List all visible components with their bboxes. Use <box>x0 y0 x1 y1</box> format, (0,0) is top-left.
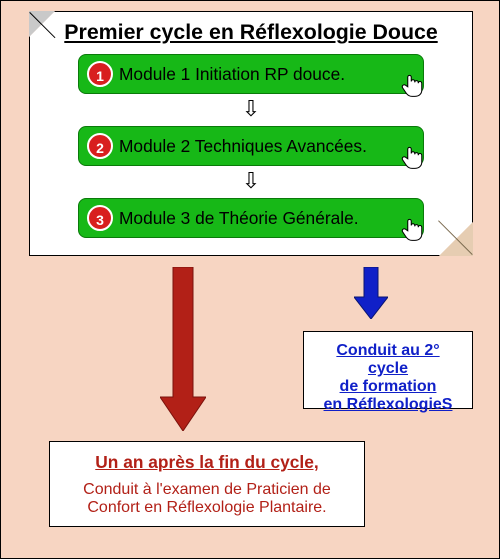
exam-box: Un an après la fin du cycle, Conduit à l… <box>49 441 365 527</box>
module-1-button[interactable]: 1 Module 1 Initiation RP douce. <box>78 54 424 94</box>
module-2-badge: 2 <box>87 133 113 159</box>
second-cycle-line2: de formation <box>316 378 460 396</box>
hand-cursor-icon <box>399 71 427 99</box>
page-note: Premier cycle en Réflexologie Douce 1 Mo… <box>29 11 473 256</box>
connector-arrow-icon: ⇩ <box>240 98 262 120</box>
connector-arrow-icon: ⇩ <box>240 170 262 192</box>
diagram-canvas: Premier cycle en Réflexologie Douce 1 Mo… <box>0 0 500 559</box>
exam-box-title: Un an après la fin du cycle, <box>62 452 352 473</box>
module-2-label: Module 2 Techniques Avancées. <box>119 127 389 165</box>
page-fold-bottom-right-line <box>438 221 472 255</box>
module-3-badge: 3 <box>87 205 113 231</box>
second-cycle-line3: en RéflexologieS <box>316 396 460 414</box>
second-cycle-box[interactable]: Conduit au 2° cycle de formation en Réfl… <box>303 331 473 409</box>
blue-down-arrow-icon <box>354 267 388 319</box>
module-1-badge: 1 <box>87 61 113 87</box>
module-2-button[interactable]: 2 Module 2 Techniques Avancées. <box>78 126 424 166</box>
module-3-button[interactable]: 3 Module 3 de Théorie Générale. <box>78 198 424 238</box>
module-3-label: Module 3 de Théorie Générale. <box>119 199 389 237</box>
module-1-label: Module 1 Initiation RP douce. <box>119 55 389 93</box>
second-cycle-line1: Conduit au 2° cycle <box>316 342 460 378</box>
hand-cursor-icon <box>399 143 427 171</box>
page-note-title: Premier cycle en Réflexologie Douce <box>30 20 472 45</box>
red-down-arrow-icon <box>160 267 206 431</box>
exam-box-body: Conduit à l'examen de Praticien de Confo… <box>62 481 352 517</box>
hand-cursor-icon <box>399 215 427 243</box>
